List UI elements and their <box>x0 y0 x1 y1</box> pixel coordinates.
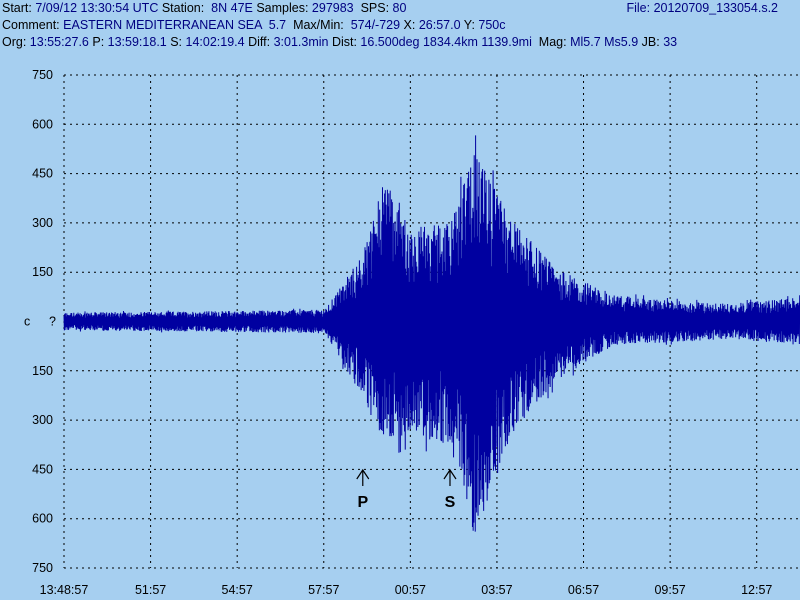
x-tick-label-2: 54:57 <box>222 583 253 597</box>
y-tick-label-4: 150 <box>32 265 53 279</box>
file-name: File: 20120709_133054.s.2 <box>626 1 778 15</box>
x-tick-label-7: 09:57 <box>654 583 685 597</box>
pick-s-marker: S <box>443 468 457 511</box>
x-tick-label-6: 06:57 <box>568 583 599 597</box>
header-line-2: Comment: EASTERN MEDITERRANEAN SEA 5.7 M… <box>2 18 506 33</box>
y-tick-label-7: 300 <box>32 413 53 427</box>
y-center-marker: ? <box>49 315 56 329</box>
line3-value-3: 3:01.3min <box>273 35 329 49</box>
file-value: 20120709_133054.s.2 <box>653 1 778 15</box>
line2-key-3: Y: <box>460 18 479 32</box>
line2-key-0: Comment: <box>2 18 64 32</box>
seismogram-trace <box>63 135 800 532</box>
y-tick-label-1: 600 <box>32 117 53 131</box>
line3-key-5: Mag: <box>531 35 571 49</box>
y-tick-label-2: 450 <box>32 167 53 181</box>
pick-arrow-icon <box>443 468 457 486</box>
line1-key-0: Start: <box>2 1 36 15</box>
line2-key-1: Max/Min: <box>286 18 348 32</box>
y-tick-label-9: 600 <box>32 512 53 526</box>
line1-value-3: 80 <box>392 1 407 15</box>
line2-value-2: 26:57.0 <box>418 18 461 32</box>
x-tick-label-4: 00:57 <box>395 583 426 597</box>
line3-value-0: 13:55:27.6 <box>29 35 89 49</box>
line3-value-5: Ml5.7 Ms5.9 <box>570 35 639 49</box>
line1-key-3: SPS: <box>353 1 393 15</box>
y-axis-labels: 750 600 450 300 150 c ? 150 300 450 600 750 <box>24 68 56 575</box>
x-tick-label-1: 51:57 <box>135 583 166 597</box>
y-tick-label-3: 300 <box>32 216 53 230</box>
header-line-1: Start: 7/09/12 13:30:54 UTC Station: 8N … <box>2 1 406 16</box>
header-line-3: Org: 13:55:27.6 P: 13:59:18.1 S: 14:02:1… <box>2 35 677 50</box>
line3-value-2: 14:02:19.4 <box>185 35 245 49</box>
line3-value-6: 33 <box>663 35 678 49</box>
line3-value-4: 16.500deg 1834.4km 1139.9mi <box>360 35 532 49</box>
line3-key-4: Dist: <box>328 35 361 49</box>
y-tick-label-10: 750 <box>32 561 53 575</box>
x-tick-label-0: 13:48:57 <box>40 583 89 597</box>
x-tick-label-8: 12:57 <box>741 583 772 597</box>
line1-key-2: Samples: <box>252 1 312 15</box>
pick-p-label: P <box>357 494 368 511</box>
line1-key-1: Station: <box>158 1 208 15</box>
line3-key-3: Diff: <box>244 35 274 49</box>
line1-value-0: 7/09/12 13:30:54 UTC <box>35 1 159 15</box>
x-tick-label-3: 57:57 <box>308 583 339 597</box>
pick-p-marker: P <box>356 468 370 511</box>
line3-value-1: 13:59:18.1 <box>107 35 167 49</box>
line2-key-2: X: <box>400 18 419 32</box>
line2-value-1: 574/-729 <box>347 18 401 32</box>
x-axis-labels: 13:48:57 51:57 54:57 57:57 00:57 03:57 06:57 09… <box>40 583 773 597</box>
pick-s-label: S <box>445 494 456 511</box>
line2-value-0: EASTERN MEDITERRANEAN SEA 5.7 <box>63 18 287 32</box>
pick-arrow-icon <box>356 468 370 486</box>
y-tick-label-8: 450 <box>32 462 53 476</box>
y-tick-label-6: 150 <box>32 364 53 378</box>
x-tick-label-5: 03:57 <box>481 583 512 597</box>
y-tick-label-0: 750 <box>32 68 53 82</box>
file-label: File: <box>626 1 651 15</box>
line3-key-6: JB: <box>638 35 664 49</box>
line3-key-1: P: <box>88 35 108 49</box>
line2-value-3: 750c <box>478 18 506 32</box>
line3-key-0: Org: <box>2 35 30 49</box>
line1-value-1: 8N 47E <box>207 1 253 15</box>
y-tick-label-5: c <box>24 315 30 329</box>
line3-key-2: S: <box>166 35 186 49</box>
line1-value-2: 297983 <box>311 1 354 15</box>
